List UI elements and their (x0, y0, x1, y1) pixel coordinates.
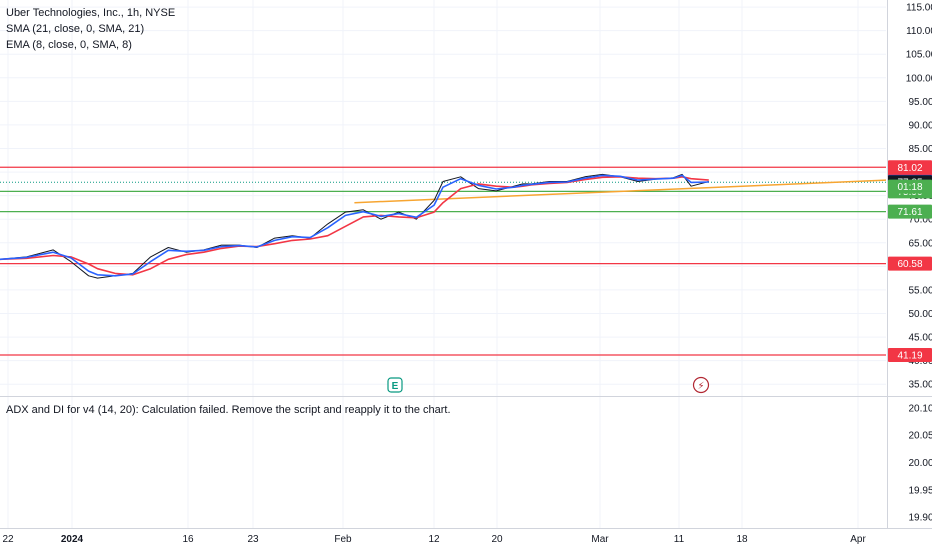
indicator-tick-label: 20.10 (908, 403, 932, 414)
sma-legend[interactable]: SMA (21, close, 0, SMA, 21) (6, 23, 145, 35)
level-price-tag-bg (888, 160, 932, 175)
level-price-tag-bg (888, 204, 932, 219)
price-tick-label: 55.00 (908, 285, 932, 296)
time-tick-label: 16 (182, 534, 194, 545)
earnings-icon-glyph: E (392, 381, 399, 392)
indicator-error-message: ADX and DI for v4 (14, 20): Calculation … (6, 404, 451, 416)
price-tick-label: 85.00 (908, 144, 932, 155)
ema-line (0, 174, 709, 277)
price-tick-label: 95.00 (908, 97, 932, 108)
price-tick-label: 65.00 (908, 238, 932, 249)
price-tick-label: 70.00 (908, 215, 932, 226)
level-price-tag: 41.19 (897, 351, 922, 362)
level-price-tag: 60.58 (897, 259, 922, 270)
trendline (354, 179, 887, 204)
indicator-tick-label: 19.90 (908, 513, 932, 524)
symbol-title[interactable]: Uber Technologies, Inc., 1h, NYSE (6, 7, 176, 19)
time-tick-label: 20 (491, 534, 503, 545)
level-price-tag: 71.61 (897, 207, 922, 218)
price-tick-label: 100.00 (906, 73, 932, 84)
price-tick-label: 50.00 (908, 309, 932, 320)
time-tick-label: Apr (850, 534, 866, 545)
time-tick-label: 22 (2, 534, 14, 545)
time-tick-label: Mar (591, 534, 609, 545)
price-series-line (0, 173, 709, 279)
time-tick-label: Feb (334, 534, 352, 545)
price-tick-label: 90.00 (908, 120, 932, 131)
price-tag-bg (888, 179, 932, 194)
time-tick-label: 23 (247, 534, 259, 545)
price-tick-label: 115.00 (906, 3, 932, 14)
earnings-icon[interactable]: E (387, 377, 403, 393)
dividend-icon[interactable]: ⚡ (692, 376, 710, 394)
indicator-tick-label: 20.00 (908, 458, 932, 469)
legend: Uber Technologies, Inc., 1h, NYSE SMA (2… (6, 5, 175, 53)
dividend-icon-glyph: ⚡ (697, 381, 704, 392)
indicator-tick-label: 20.05 (908, 431, 932, 442)
price-tick-label: 45.00 (908, 333, 932, 344)
price-tick-label: 35.00 (908, 380, 932, 391)
time-tick-label: 12 (428, 534, 440, 545)
time-tick-label: 11 (674, 534, 685, 545)
dividend-icon-circle (692, 376, 710, 394)
price-tag: 01:18 (897, 182, 922, 193)
indicator-tick-label: 19.95 (908, 485, 932, 496)
level-price-tag: 81.02 (897, 163, 922, 174)
price-tick-label: 105.00 (906, 50, 932, 61)
time-tick-label: 2024 (61, 534, 84, 545)
level-price-tag-bg (888, 256, 932, 271)
level-price-tag-bg (888, 348, 932, 363)
ema-legend[interactable]: EMA (8, close, 0, SMA, 8) (6, 39, 132, 51)
earnings-icon-box (387, 377, 403, 393)
time-tick-label: 18 (736, 534, 748, 545)
price-tick-label: 110.00 (906, 26, 932, 37)
